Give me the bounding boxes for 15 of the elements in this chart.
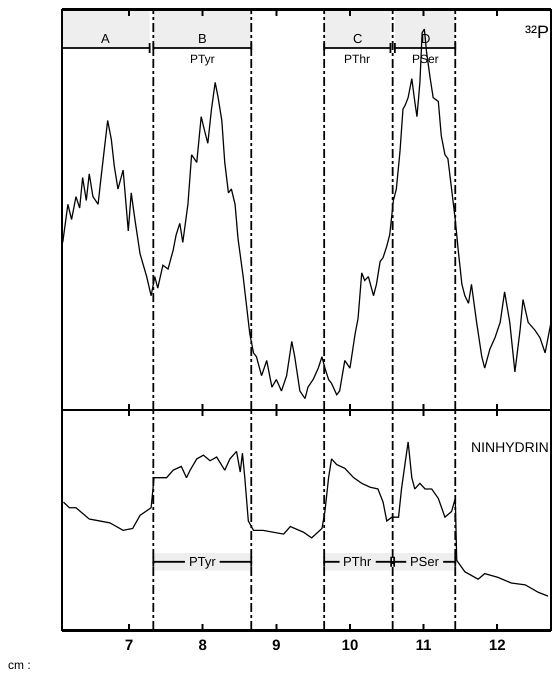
band-label: PThr [343, 554, 372, 569]
x-tick-label: 12 [488, 637, 506, 654]
x-axis-title: cm : [8, 658, 31, 672]
band-label: C PThr [344, 31, 370, 66]
annotation: NINHYDRIN [471, 439, 549, 455]
band-label: B PTyr [190, 31, 215, 66]
band-label: PSer [410, 554, 440, 569]
band-label: A [101, 31, 110, 46]
x-tick-label: 11 [416, 637, 432, 654]
annotation: ³²P [525, 22, 549, 42]
band-label: PTyr [189, 554, 216, 569]
x-tick-label: 8 [198, 637, 207, 654]
x-tick-label: 10 [342, 637, 358, 654]
x-tick-label: 7 [124, 637, 134, 654]
x-tick-label: 9 [272, 637, 280, 654]
